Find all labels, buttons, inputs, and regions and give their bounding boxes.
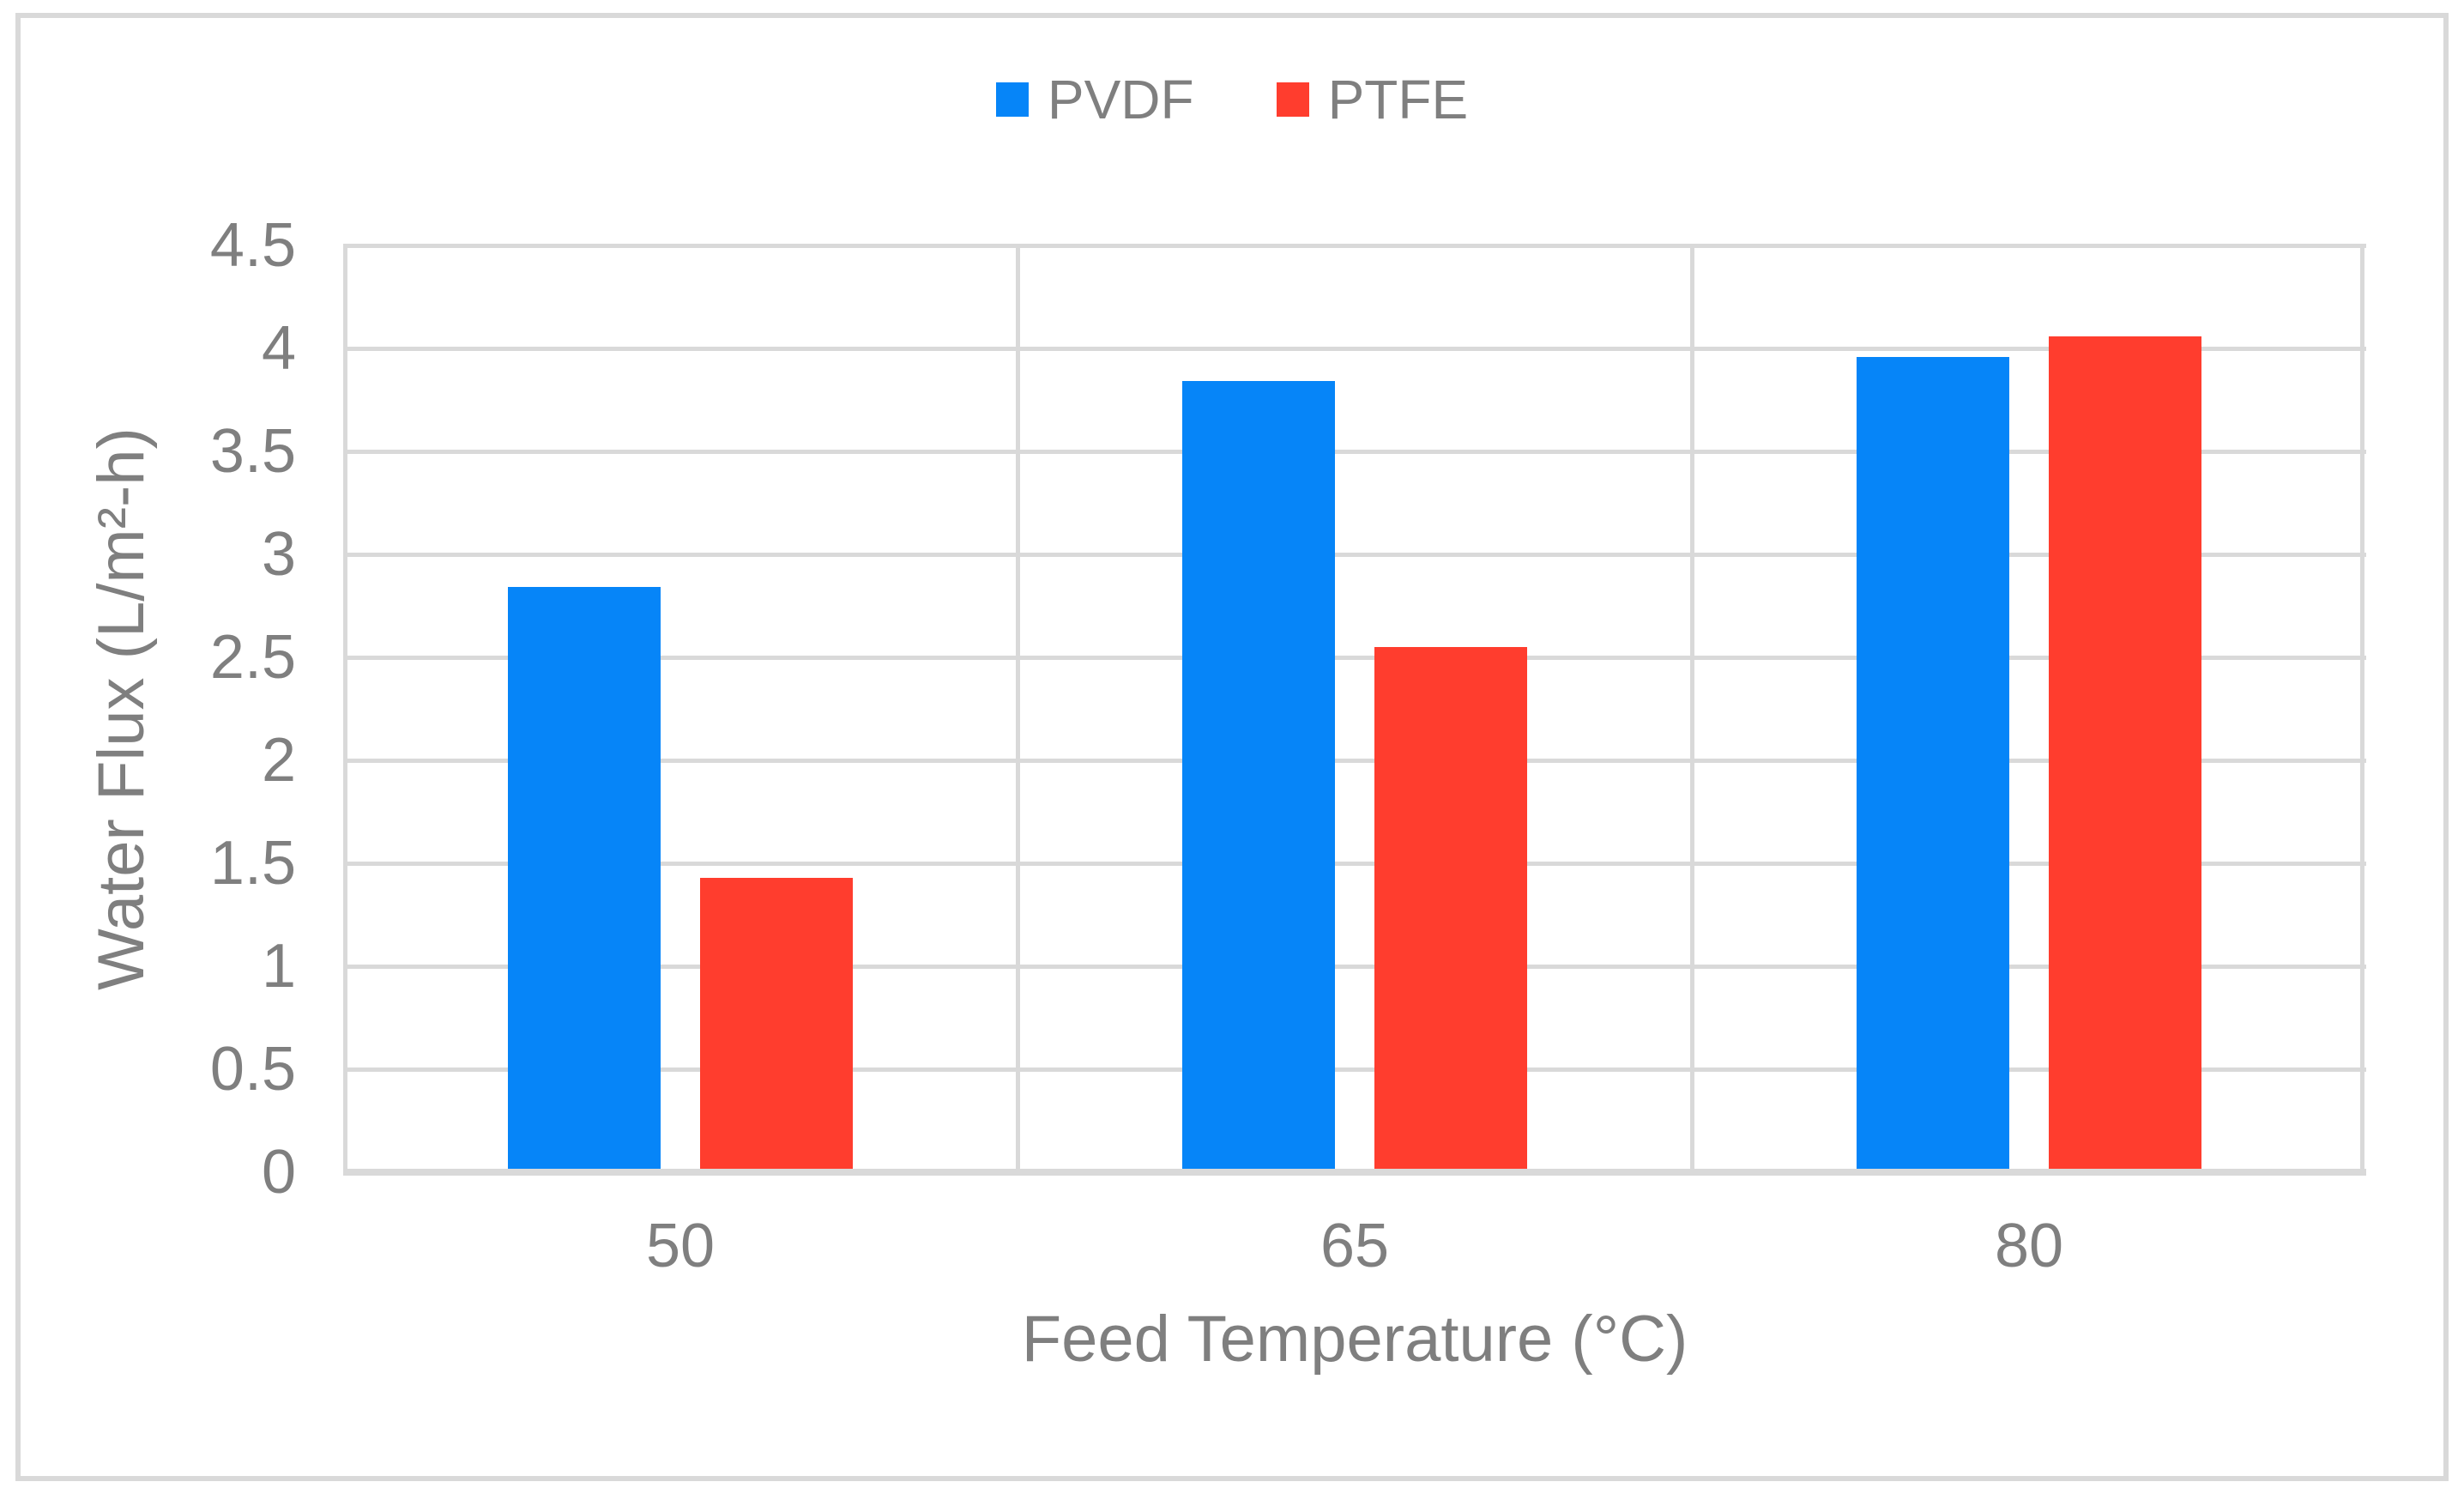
x-tick-label-80: 80 <box>1994 1212 2064 1280</box>
bar-ptfe-50 <box>700 877 853 1172</box>
y-tick-label-0: 0 <box>261 1138 296 1207</box>
gridline-y-0.5 <box>343 1067 2366 1072</box>
x-tick-label-65: 65 <box>1320 1212 1390 1280</box>
legend-label: PVDF <box>1047 69 1194 130</box>
gridline-y-2 <box>343 758 2366 763</box>
y-tick-label-2: 2 <box>261 726 296 795</box>
gridline-y-3.5 <box>343 449 2366 454</box>
x-axis-title: Feed Temperature (°C) <box>1021 1303 1688 1376</box>
legend-item-ptfe: PTFE <box>1276 69 1469 130</box>
bar-pvdf-50 <box>508 587 661 1172</box>
gridline-x-2 <box>1689 245 1694 1172</box>
plot-border-right <box>2359 245 2364 1172</box>
bar-ptfe-65 <box>1374 647 1527 1172</box>
y-tick-label-1: 1 <box>261 932 296 1001</box>
legend-label: PTFE <box>1327 69 1469 130</box>
x-tick-label-50: 50 <box>645 1212 716 1280</box>
legend-swatch-ptfe <box>1276 82 1309 117</box>
legend-item-pvdf: PVDF <box>995 69 1194 130</box>
gridline-y-4.5 <box>343 243 2366 248</box>
y-tick-label-3: 3 <box>261 520 296 589</box>
legend: PVDF PTFE <box>0 72 2464 127</box>
y-tick-label-4.5: 4.5 <box>209 211 296 280</box>
plot-area <box>343 243 2366 1176</box>
y-tick-label-2.5: 2.5 <box>209 623 296 692</box>
plot-border-left <box>343 245 347 1172</box>
y-tick-label-1.5: 1.5 <box>209 829 296 898</box>
y-tick-label-0.5: 0.5 <box>209 1035 296 1104</box>
bar-pvdf-80 <box>1857 356 2009 1172</box>
gridline-x-1 <box>1015 245 1020 1172</box>
y-axis-title: Water Flux (L/m²-h) <box>85 427 158 990</box>
gridline-y-1.5 <box>343 861 2366 866</box>
y-tick-label-3.5: 3.5 <box>209 417 296 486</box>
legend-swatch-pvdf <box>995 82 1029 117</box>
x-axis-line <box>343 1169 2366 1176</box>
bar-pvdf-65 <box>1182 381 1335 1172</box>
bar-ptfe-80 <box>2049 336 2201 1172</box>
gridline-y-2.5 <box>343 655 2366 660</box>
y-tick-label-4: 4 <box>261 314 296 383</box>
gridline-y-4 <box>343 346 2366 351</box>
gridline-y-1 <box>343 964 2366 969</box>
gridline-y-3 <box>343 552 2366 557</box>
